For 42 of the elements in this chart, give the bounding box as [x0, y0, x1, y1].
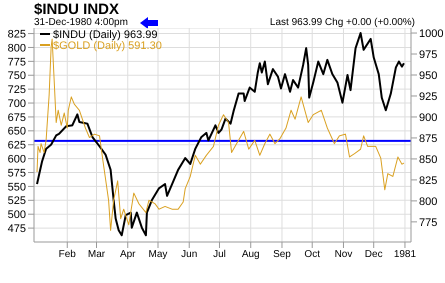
y2-tick-label: 825 [419, 174, 438, 187]
y-tick-label: 650 [8, 126, 26, 138]
y-tick-label: 825 [8, 28, 26, 40]
y-tick-label: 575 [8, 167, 26, 180]
x-tick-label: Dec [364, 249, 383, 260]
y2-tick-label: 950 [419, 70, 438, 82]
x-tick-label: 1981 [394, 249, 417, 260]
chart-subtitle: 31-Dec-1980 4:00pm [34, 17, 128, 28]
x-tick-label: Feb [58, 249, 76, 260]
x-tick-label: Oct [304, 249, 320, 260]
y-tick-label: 775 [8, 56, 26, 68]
y-tick-label: 550 [8, 181, 26, 194]
y-tick-label: 725 [8, 84, 26, 96]
y2-tick-label: 800 [419, 196, 438, 208]
y2-tick-label: 775 [419, 216, 438, 229]
y-tick-label: 750 [8, 70, 26, 82]
text: Last 963.99 Chg +0.00 (+0.00%) [270, 17, 415, 28]
x-tick-label: Aug [242, 249, 260, 260]
y-tick-label: 800 [8, 42, 26, 54]
chart-title: $INDU INDX [34, 1, 120, 18]
y-tick-label: 625 [8, 140, 26, 152]
y2-tick-label: 875 [419, 132, 438, 145]
x-tick-label: Nov [334, 249, 352, 260]
x-tick-label: Jul [213, 249, 226, 260]
x-tick-label: Jun [181, 249, 198, 260]
x-tick-label: Sep [273, 249, 292, 260]
y2-tick-label: 900 [419, 112, 438, 124]
y2-tick-label: 975 [419, 48, 438, 61]
y-tick-label: 600 [8, 154, 26, 166]
x-tick-label: May [148, 249, 168, 260]
legend-label: $GOLD (Daily) 591.30 [52, 40, 162, 52]
y-tick-label: 700 [8, 98, 26, 110]
y2-tick-label: 1000 [419, 28, 444, 40]
y2-tick-label: 925 [419, 90, 438, 103]
y2-tick-label: 850 [419, 154, 438, 166]
y-tick-label: 525 [8, 195, 26, 208]
y-tick-label: 500 [8, 209, 26, 222]
y-tick-label: 475 [8, 223, 26, 236]
x-tick-label: Mar [88, 249, 106, 260]
x-tick-label: Apr [120, 249, 136, 260]
legend-label: $INDU (Daily) 963.99 [52, 29, 159, 41]
y-tick-label: 675 [8, 112, 26, 124]
